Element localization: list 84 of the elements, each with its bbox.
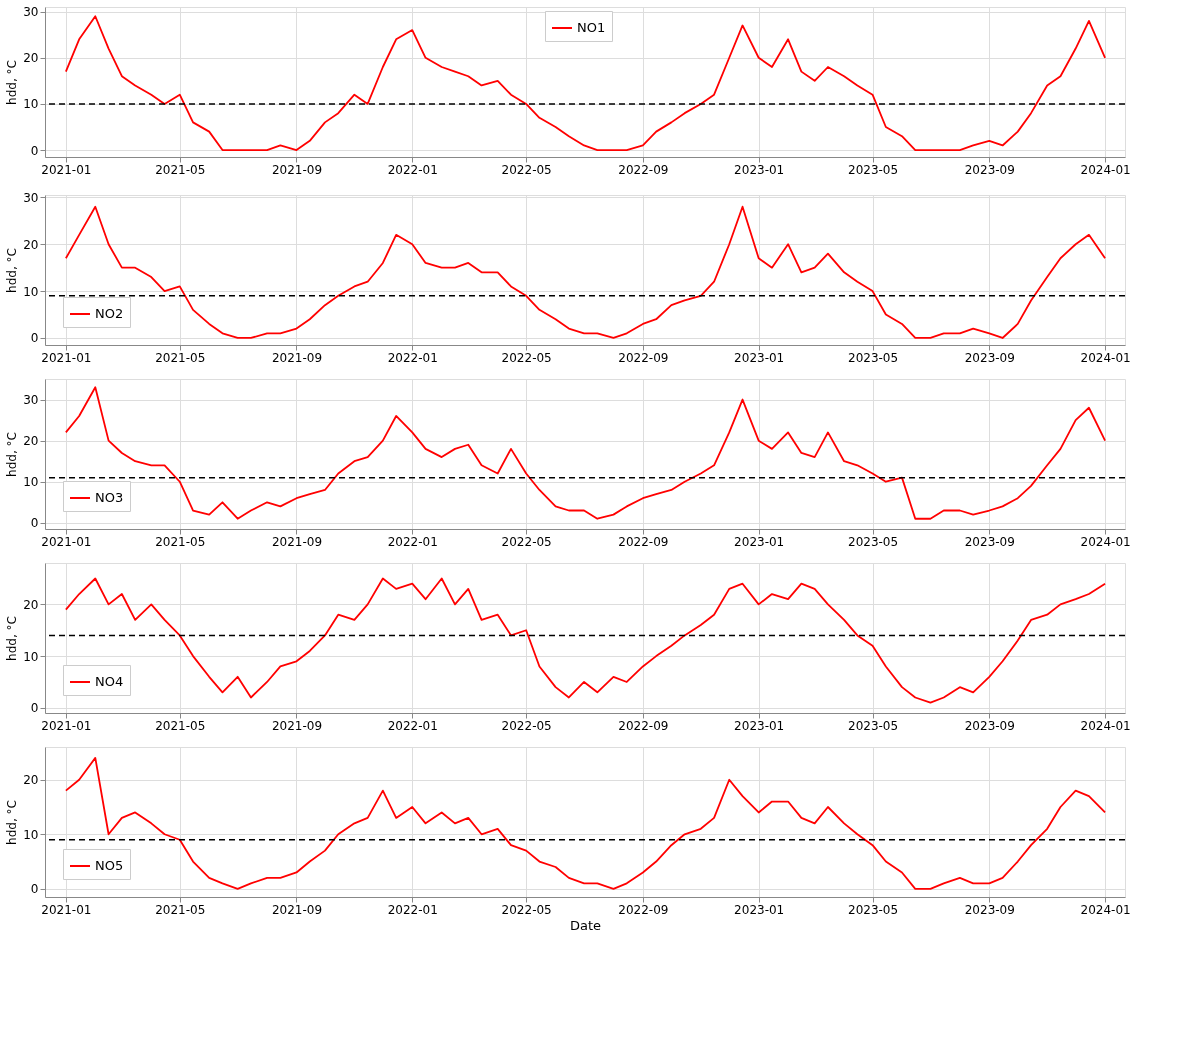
x-tick-label: 2023-01 — [734, 350, 785, 365]
line-series — [64, 205, 1106, 339]
y-tick-label: 0 — [30, 516, 39, 531]
x-tick-label: 2023-01 — [734, 718, 785, 733]
x-tick-label: 2021-05 — [155, 902, 206, 917]
x-tick-label: 2022-05 — [501, 902, 552, 917]
x-tick-label: 2022-01 — [387, 718, 438, 733]
x-tick-label: 2022-09 — [618, 350, 669, 365]
y-tick-label: 20 — [23, 773, 39, 788]
x-tick-label: 2024-01 — [1080, 162, 1131, 177]
x-tick-label: 2023-01 — [734, 534, 785, 549]
x-tick-label: 2022-01 — [387, 350, 438, 365]
x-tick-label: 2023-05 — [847, 534, 899, 549]
y-tick-label: 0 — [30, 143, 39, 158]
line-series — [64, 386, 1106, 520]
x-tick-label: 2023-09 — [964, 534, 1015, 549]
x-tick-label: 2024-01 — [1080, 902, 1131, 917]
x-tick-label: 2021-09 — [271, 534, 323, 549]
x-tick-label: 2022-01 — [387, 902, 438, 917]
y-tick-label: 20 — [23, 597, 39, 612]
x-tick-label: 2023-09 — [964, 350, 1015, 365]
y-tick-label: 10 — [23, 827, 39, 842]
x-tick-label: 2023-09 — [964, 902, 1015, 917]
x-tick-label: 2023-01 — [734, 902, 785, 917]
line-series — [64, 757, 1106, 890]
x-tick-label: 2024-01 — [1080, 718, 1131, 733]
x-tick-label: 2022-01 — [387, 534, 438, 549]
x-tick-label: 2021-01 — [41, 162, 92, 177]
y-axis-title: hdd, °C — [5, 248, 20, 293]
line-series — [64, 15, 1106, 151]
x-tick-label: 2023-09 — [964, 162, 1015, 177]
x-tick-label: 2022-05 — [501, 534, 552, 549]
x-tick-label: 2022-09 — [618, 718, 669, 733]
x-tick-label: 2021-05 — [155, 162, 206, 177]
y-tick-label: 0 — [30, 701, 39, 716]
x-tick-label: 2023-09 — [964, 718, 1015, 733]
y-tick-label: 20 — [23, 51, 39, 66]
y-tick-label: 10 — [23, 97, 39, 112]
x-axis-title: Date — [569, 917, 602, 933]
x-tick-label: 2021-09 — [271, 350, 323, 365]
y-tick-label: 30 — [23, 393, 39, 408]
legend-label: NO1 — [577, 20, 606, 35]
x-tick-label: 2021-05 — [155, 350, 206, 365]
x-tick-label: 2022-01 — [387, 162, 438, 177]
x-tick-label: 2021-09 — [271, 718, 323, 733]
x-tick-label: 2022-09 — [618, 902, 669, 917]
x-tick-label: 2023-05 — [847, 718, 899, 733]
x-tick-label: 2021-01 — [41, 350, 92, 365]
x-tick-label: 2022-09 — [618, 534, 669, 549]
x-tick-label: 2021-01 — [41, 902, 92, 917]
x-tick-label: 2022-09 — [618, 162, 669, 177]
legend-label: NO5 — [95, 858, 124, 873]
y-tick-label: 30 — [23, 5, 39, 20]
x-tick-label: 2022-05 — [501, 350, 552, 365]
y-tick-label: 30 — [23, 190, 39, 205]
x-tick-label: 2021-09 — [271, 902, 323, 917]
x-tick-label: 2021-09 — [271, 162, 323, 177]
y-axis-title: hdd, °C — [5, 432, 20, 477]
y-tick-label: 0 — [30, 331, 39, 346]
legend-label: NO4 — [95, 674, 124, 689]
x-tick-label: 2023-01 — [734, 162, 785, 177]
x-tick-label: 2022-05 — [501, 718, 552, 733]
y-tick-label: 10 — [23, 649, 39, 664]
legend-label: NO3 — [95, 490, 124, 505]
legend-label: NO2 — [95, 306, 124, 321]
y-tick-label: 0 — [30, 882, 39, 897]
x-tick-label: 2021-05 — [155, 534, 206, 549]
y-axis-title: hdd, °C — [5, 60, 20, 105]
line-series — [64, 577, 1106, 704]
x-tick-label: 2022-05 — [501, 162, 552, 177]
y-axis-title: hdd, °C — [5, 616, 20, 661]
x-tick-label: 2021-05 — [155, 718, 206, 733]
y-axis-title: hdd, °C — [5, 800, 20, 845]
x-tick-label: 2023-05 — [847, 350, 899, 365]
x-tick-label: 2021-01 — [41, 718, 92, 733]
x-tick-label: 2024-01 — [1080, 534, 1131, 549]
y-tick-label: 10 — [23, 284, 39, 299]
x-tick-label: 2024-01 — [1080, 350, 1131, 365]
y-tick-label: 20 — [23, 434, 39, 449]
y-tick-label: 10 — [23, 475, 39, 490]
x-tick-label: 2023-05 — [847, 902, 899, 917]
x-tick-label: 2023-05 — [847, 162, 899, 177]
y-tick-label: 20 — [23, 237, 39, 252]
x-tick-label: 2021-01 — [41, 534, 92, 549]
